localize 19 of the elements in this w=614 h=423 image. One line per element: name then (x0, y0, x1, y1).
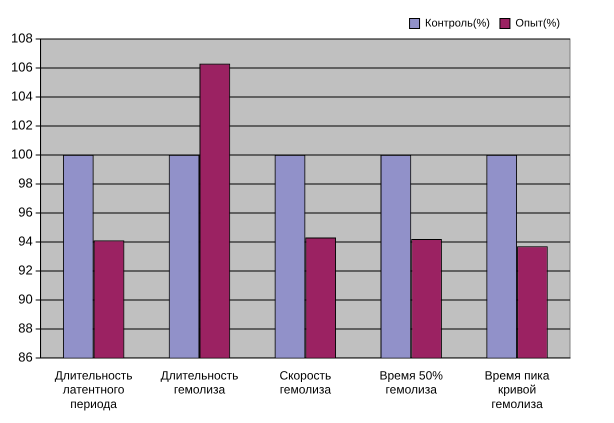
y-tick-label: 98 (18, 175, 33, 190)
y-tick-label: 102 (10, 118, 33, 133)
x-tick-label: Время 50% гемолиза (379, 368, 444, 397)
x-tick-label: Время пика кривой гемолиза (484, 368, 550, 412)
y-tick-label: 96 (18, 204, 33, 220)
y-tick-label: 88 (18, 320, 33, 336)
y-tick-label: 86 (18, 349, 33, 364)
x-tick-label: Скорость гемолиза (279, 368, 332, 397)
y-tick-label: 90 (18, 291, 33, 306)
y-tick-label: 92 (18, 262, 33, 278)
legend-label: Опыт(%) (515, 18, 560, 30)
y-tick-label: 108 (10, 30, 33, 46)
y-tick-label: 94 (18, 233, 33, 248)
x-tick-label: Длительность гемолиза (160, 368, 238, 397)
y-tick-label: 104 (10, 88, 33, 104)
y-tick-label: 106 (10, 60, 33, 75)
y-tick-label: 100 (10, 146, 33, 162)
x-tick-label: Длительность латентного периода (54, 368, 133, 412)
legend-label: Контроль(%) (425, 18, 490, 30)
